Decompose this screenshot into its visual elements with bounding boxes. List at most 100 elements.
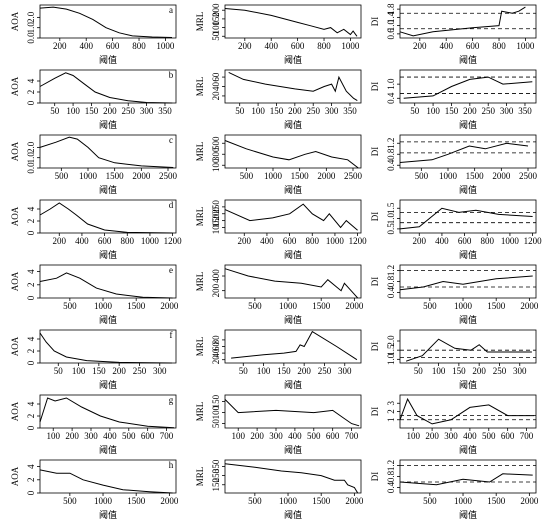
x-axis-label: 阈值 xyxy=(284,249,302,260)
plot-frame xyxy=(224,264,362,299)
y-tick-label: 100 xyxy=(211,405,221,419)
x-axis-label: 阈值 xyxy=(459,249,477,260)
y-tick-label: 1.0 xyxy=(386,353,396,365)
y-tick-label: 0.4 xyxy=(386,481,396,493)
x-axis-label: 阈值 xyxy=(99,54,117,65)
y-axis-label: AOA xyxy=(10,11,20,31)
x-tick-label: 800 xyxy=(306,236,320,246)
x-tick-label: 300 xyxy=(153,366,167,376)
y-tick-label: 250 xyxy=(211,468,221,482)
y-axis-label: MRL xyxy=(195,142,205,162)
y-tick-label: 4 xyxy=(26,336,36,341)
x-axis-label: 阈值 xyxy=(284,119,302,130)
y-tick-label: 1.5 xyxy=(386,344,396,356)
x-tick-label: 300 xyxy=(444,431,458,441)
x-tick-label: 1500 xyxy=(487,496,506,506)
plot-frame xyxy=(224,459,362,494)
x-tick-label: 100 xyxy=(72,366,86,376)
x-tick-label: 2000 xyxy=(132,171,151,181)
y-tick-label: 0 xyxy=(26,100,36,105)
x-tick-label: 2500 xyxy=(519,171,538,181)
y-tick-label: 60 xyxy=(211,342,221,352)
x-tick-label: 1500 xyxy=(291,171,310,181)
plot-frame xyxy=(399,329,537,364)
x-tick-label: 50 xyxy=(235,106,245,116)
x-tick-label: 1000 xyxy=(454,301,473,311)
x-axis-label: 阈值 xyxy=(284,184,302,195)
x-tick-label: 400 xyxy=(439,41,453,51)
y-axis-label: AOA xyxy=(10,206,20,226)
x-tick-label: 400 xyxy=(79,41,93,51)
y-tick-label: 2.0 xyxy=(386,335,396,347)
y-tick-label: 1.0 xyxy=(26,22,36,34)
x-tick-label: 350 xyxy=(518,106,532,116)
y-tick-label: 150 xyxy=(211,12,221,26)
x-axis-label: 阈值 xyxy=(99,249,117,260)
y-tick-label: 2 xyxy=(26,414,36,419)
x-axis-label: 阈值 xyxy=(99,314,117,325)
x-axis-label: 阈值 xyxy=(99,119,117,130)
x-tick-label: 400 xyxy=(288,431,302,441)
data-line xyxy=(224,268,359,299)
x-tick-label: 2000 xyxy=(520,496,539,506)
x-tick-label: 600 xyxy=(141,431,155,441)
x-tick-label: 400 xyxy=(463,431,477,441)
y-tick-label: 100 xyxy=(211,20,221,34)
x-tick-label: 50 xyxy=(239,366,249,376)
x-tick-label: 800 xyxy=(481,236,495,246)
x-tick-label: 300 xyxy=(84,431,98,441)
x-tick-label: 700 xyxy=(160,431,174,441)
y-tick-label: 4 xyxy=(26,269,36,274)
y-tick-label: 100 xyxy=(211,220,221,234)
data-line xyxy=(224,140,359,169)
x-tick-label: 1000 xyxy=(94,496,113,506)
y-tick-label: 0.8 xyxy=(386,470,396,482)
y-tick-label: 500 xyxy=(211,136,221,150)
data-line xyxy=(228,71,358,102)
x-tick-label: 250 xyxy=(133,366,147,376)
data-line xyxy=(399,473,533,486)
data-line xyxy=(399,275,533,291)
y-axis-label: MRL xyxy=(195,12,205,32)
x-tick-label: 300 xyxy=(269,431,283,441)
y-tick-label: 0.8 xyxy=(386,275,396,287)
x-tick-label: 1500 xyxy=(312,301,331,311)
data-line xyxy=(399,397,535,425)
panel-label: f xyxy=(170,330,173,340)
x-tick-label: 250 xyxy=(481,106,495,116)
y-tick-label: 1.5 xyxy=(386,202,396,214)
plot-frame xyxy=(39,199,177,234)
x-tick-label: 200 xyxy=(413,236,427,246)
x-tick-label: 100 xyxy=(432,366,446,376)
y-axis-label: MRL xyxy=(195,402,205,422)
y-tick-label: 300 xyxy=(211,147,221,161)
x-tick-label: 1200 xyxy=(524,236,543,246)
y-axis-label: MRL xyxy=(195,207,205,227)
y-tick-label: 80 xyxy=(211,335,221,345)
x-tick-label: 400 xyxy=(103,431,117,441)
x-tick-label: 800 xyxy=(317,41,331,51)
x-tick-label: 200 xyxy=(425,431,439,441)
y-tick-label: 40 xyxy=(211,82,221,92)
x-tick-label: 1200 xyxy=(164,236,183,246)
y-axis-label: DI xyxy=(370,342,380,352)
x-tick-label: 1000 xyxy=(79,171,98,181)
x-axis-label: 阈值 xyxy=(99,444,117,455)
x-tick-label: 150 xyxy=(445,106,459,116)
x-tick-label: 250 xyxy=(121,106,135,116)
x-tick-label: 250 xyxy=(306,106,320,116)
data-line xyxy=(39,332,172,364)
y-axis-label: DI xyxy=(370,277,380,287)
x-tick-label: 150 xyxy=(85,106,99,116)
data-line xyxy=(231,330,358,361)
plot-frame xyxy=(399,69,537,104)
plot-frame xyxy=(399,134,537,169)
y-tick-label: 200 xyxy=(211,207,221,221)
x-axis-label: 阈值 xyxy=(284,444,302,455)
x-axis-label: 阈值 xyxy=(284,509,302,520)
y-axis-label: AOA xyxy=(10,271,20,291)
x-tick-label: 800 xyxy=(121,236,135,246)
x-tick-label: 500 xyxy=(122,431,136,441)
x-tick-label: 1500 xyxy=(127,301,146,311)
data-line xyxy=(39,469,173,494)
